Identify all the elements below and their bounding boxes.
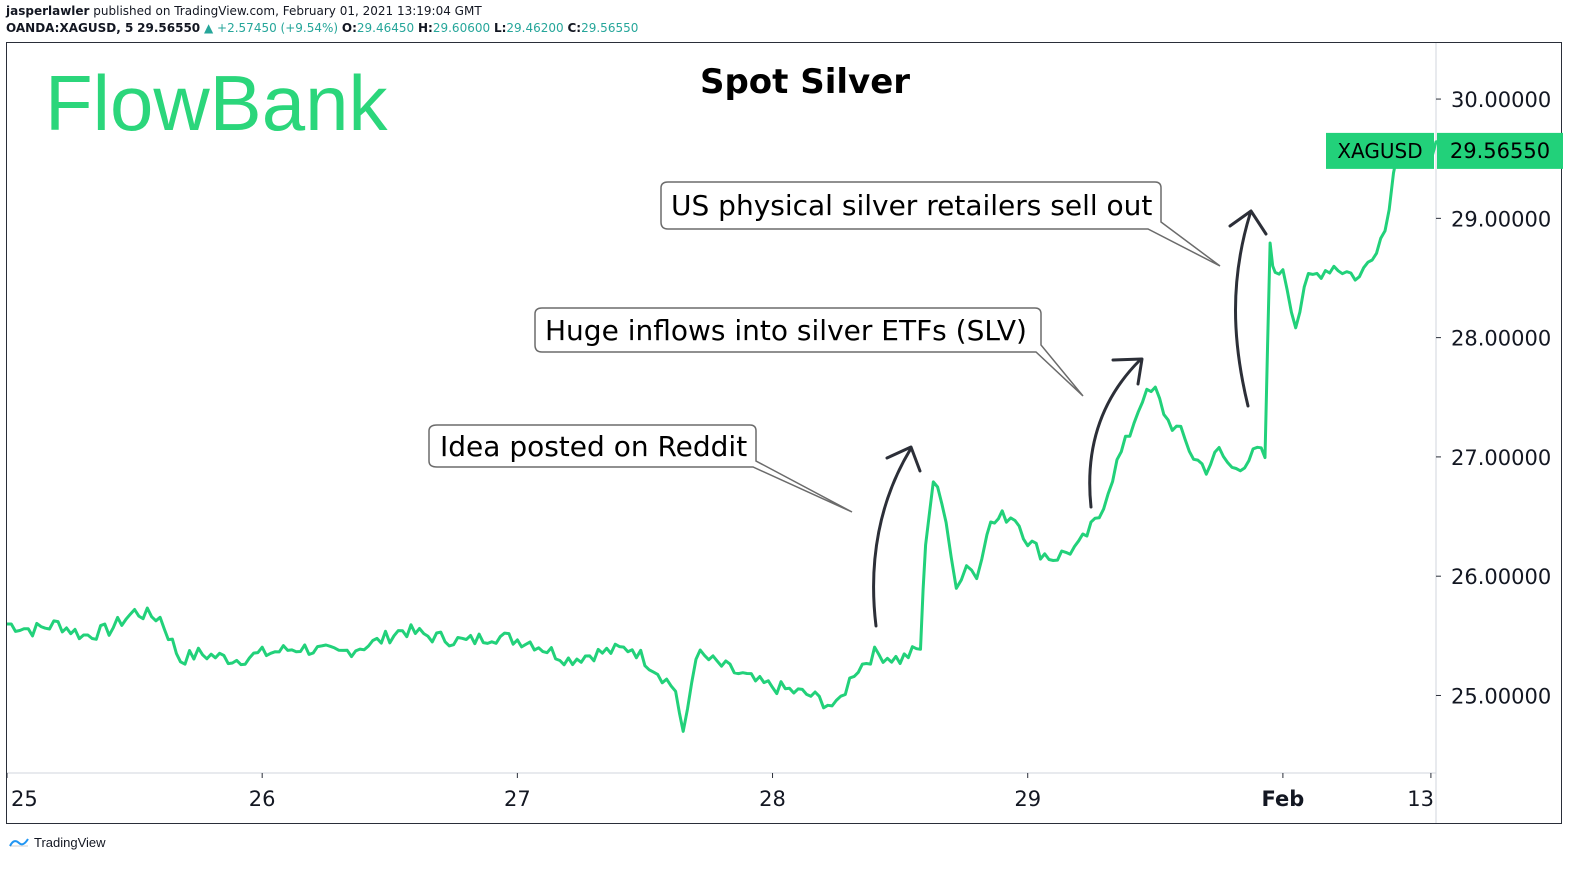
chart-frame[interactable] <box>6 42 1562 824</box>
low-value: 29.46200 <box>506 21 564 35</box>
publish-date: published on TradingView.com, February 0… <box>93 4 482 18</box>
tradingview-footer[interactable]: TradingView <box>8 832 106 852</box>
y-tick-label: 27.00000 <box>1451 446 1551 470</box>
callout-box <box>660 181 1221 267</box>
price-tag-text: 29.56550 <box>1450 139 1550 163</box>
close-label: C: <box>567 21 582 35</box>
x-tick-label: Feb <box>1262 787 1305 811</box>
author-name[interactable]: jasperlawler <box>6 4 90 18</box>
tradingview-label: TradingView <box>34 834 106 850</box>
annotation-text: US physical silver retailers sell out <box>671 189 1152 222</box>
publish-info: jasperlawler published on TradingView.co… <box>6 4 482 18</box>
close-value: 29.56550 <box>581 21 639 35</box>
symbol-label: OANDA:XAGUSD, 5 <box>6 21 134 35</box>
annotation-reddit[interactable]: Idea posted on Reddit <box>428 424 853 513</box>
up-arrow-icon: ▲ <box>203 21 214 35</box>
flowbank-logo: FlowBank <box>45 59 388 147</box>
ohlc-bar: OANDA:XAGUSD, 5 29.56550 ▲ +2.57450 (+9.… <box>6 21 638 35</box>
low-label: L: <box>493 21 507 35</box>
y-tick-label: 28.00000 <box>1451 327 1551 351</box>
annotation-text: Idea posted on Reddit <box>440 430 747 463</box>
last-price-tag: XAGUSD 29.56550 <box>1326 132 1563 169</box>
chart-title: Spot Silver <box>700 62 910 102</box>
change-value: +2.57450 (+9.54%) <box>217 21 339 35</box>
annotation-slv[interactable]: Huge inflows into silver ETFs (SLV) <box>534 307 1084 397</box>
high-value: 29.60600 <box>432 21 491 35</box>
arrow-up-icon <box>1088 358 1142 509</box>
series-line-xagusd <box>7 134 1443 733</box>
callout-box <box>534 307 1084 397</box>
y-tick-label: 29.00000 <box>1451 207 1551 231</box>
annotation-retailers[interactable]: US physical silver retailers sell out <box>660 181 1221 267</box>
open-value: 29.46450 <box>356 21 415 35</box>
annotation-text: Huge inflows into silver ETFs (SLV) <box>545 314 1027 347</box>
arrow-up-icon <box>872 448 912 628</box>
x-tick-label: 26 <box>249 787 276 811</box>
y-tick-label: 26.00000 <box>1451 565 1551 589</box>
arrow-head-icon <box>1228 209 1268 236</box>
x-tick-label: 29 <box>1014 787 1041 811</box>
y-tick-label: 25.00000 <box>1451 684 1551 708</box>
symbol-tag-text: XAGUSD <box>1337 139 1422 163</box>
last-price: 29.56550 <box>137 21 201 35</box>
high-label: H: <box>418 21 433 35</box>
x-tick-label: 13:0 <box>1407 787 1454 811</box>
arrow-up-icon <box>1234 212 1252 408</box>
callout-box <box>428 424 853 513</box>
x-tick-label: 28 <box>759 787 786 811</box>
open-label: O: <box>341 21 357 35</box>
tradingview-logo-icon <box>9 838 29 847</box>
x-tick-label: 27 <box>504 787 531 811</box>
symbol-tag <box>1326 132 1434 169</box>
y-tick-label: 30.00000 <box>1451 88 1551 112</box>
x-tick-label: 25 <box>11 787 38 811</box>
arrow-head-icon <box>1111 357 1144 386</box>
arrow-head-icon <box>885 445 922 473</box>
price-tag <box>1437 132 1563 169</box>
